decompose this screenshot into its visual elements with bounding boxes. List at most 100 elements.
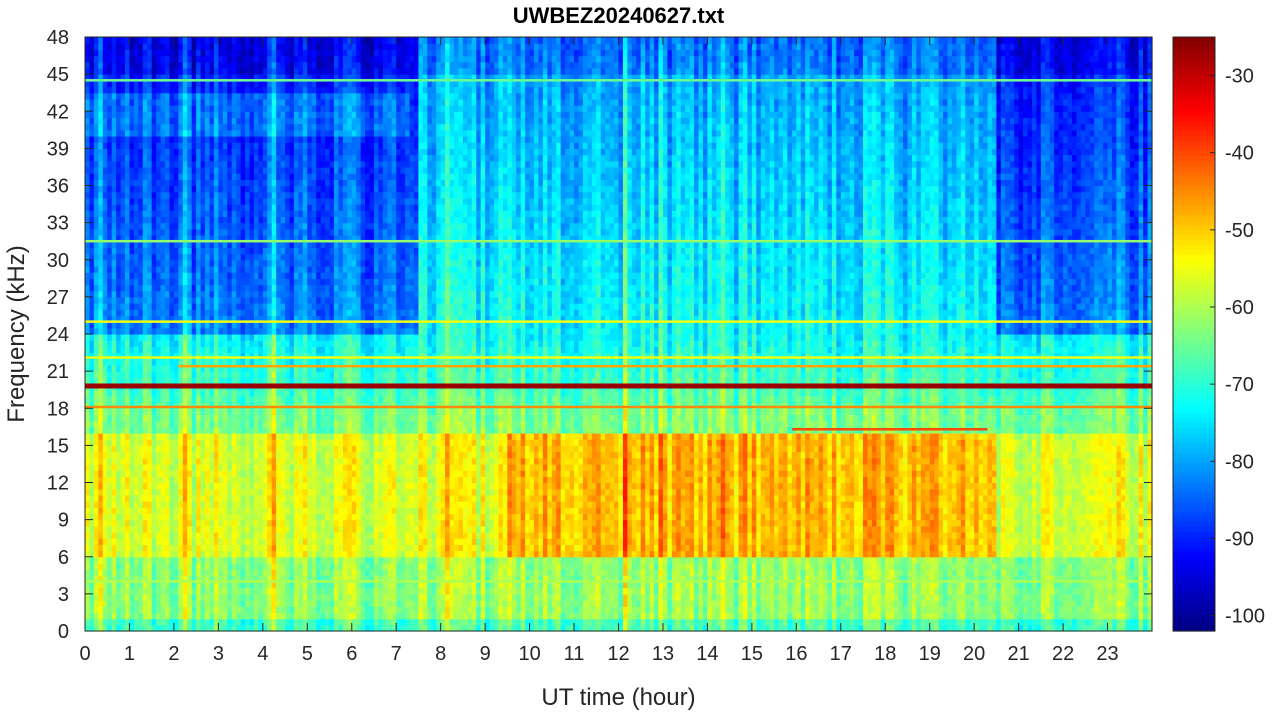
spectrogram-bin	[116, 427, 121, 434]
spectrogram-bin	[116, 148, 121, 155]
spectrogram-bin	[94, 68, 99, 75]
spectrogram-bin	[116, 346, 121, 353]
spectrogram-bin	[169, 229, 174, 236]
spectrogram-bin	[125, 396, 130, 403]
spectrogram-bin	[161, 216, 166, 223]
spectrogram-bin	[156, 476, 161, 483]
spectrogram-bin	[107, 433, 112, 440]
spectrogram-bin	[129, 458, 134, 465]
spectrogram-bin	[98, 557, 103, 564]
spectrogram-bin	[134, 520, 139, 527]
spectrogram-bin	[134, 179, 139, 186]
spectrogram-bin	[169, 167, 174, 174]
spectrogram-bin	[143, 427, 148, 434]
spectrogram-bin	[187, 167, 192, 174]
spectrogram-bin	[174, 247, 179, 254]
spectrogram-bin	[138, 489, 143, 496]
spectrogram-bin	[174, 600, 179, 607]
spectrogram-bin	[116, 594, 121, 601]
spectrogram-bin	[116, 557, 121, 564]
spectrogram-bin	[156, 600, 161, 607]
spectrogram-bin	[178, 396, 183, 403]
spectrogram-bin	[112, 111, 117, 118]
spectrogram-bin	[129, 569, 134, 576]
spectrogram-bin	[107, 495, 112, 502]
spectrogram-bin	[156, 216, 161, 223]
spectrogram-bin	[161, 427, 166, 434]
spectrogram-bin	[107, 421, 112, 428]
spectrogram-bin	[121, 130, 126, 137]
spectrogram-bin	[147, 483, 152, 490]
spectrogram-bin	[178, 155, 183, 162]
spectrogram-bin	[178, 179, 183, 186]
spectrogram-bin	[134, 507, 139, 514]
spectrogram-bin	[161, 396, 166, 403]
spectrogram-bin	[169, 210, 174, 217]
spectrogram-bin	[112, 223, 117, 230]
spectrogram-bin	[183, 186, 188, 193]
spectrogram-bin	[143, 198, 148, 205]
spectrogram-bin	[183, 612, 188, 619]
spectrogram-bin	[187, 192, 192, 199]
spectrogram-bin	[134, 291, 139, 298]
spectrogram-bin	[107, 563, 112, 570]
spectrogram-bin	[125, 359, 130, 366]
spectrogram-bin	[143, 489, 148, 496]
spectrogram-bin	[156, 495, 161, 502]
spectrogram-bin	[156, 278, 161, 285]
spectrogram-bin	[94, 340, 99, 347]
spectrogram-bin	[169, 476, 174, 483]
spectrogram-bin	[183, 210, 188, 217]
spectrogram-bin	[103, 439, 108, 446]
spectrogram-bin	[134, 501, 139, 508]
spectrogram-bin	[98, 155, 103, 162]
spectrogram-bin	[112, 49, 117, 56]
spectrogram-bin	[112, 551, 117, 558]
spectrogram-bin	[85, 124, 90, 131]
spectrogram-bin	[161, 612, 166, 619]
spectrogram-bin	[89, 600, 94, 607]
spectrogram-bin	[143, 303, 148, 310]
spectrogram-bin	[116, 247, 121, 254]
spectrogram-bin	[178, 173, 183, 180]
spectrogram-bin	[147, 551, 152, 558]
spectrogram-bin	[174, 544, 179, 551]
spectrogram-bin	[98, 396, 103, 403]
spectrogram-bin	[178, 619, 183, 626]
spectrogram-bin	[116, 210, 121, 217]
spectrogram-bin	[103, 93, 108, 100]
spectrogram-bin	[94, 501, 99, 508]
spectrogram-bin	[129, 291, 134, 298]
spectrogram-bin	[98, 68, 103, 75]
spectrogram-bin	[103, 563, 108, 570]
spectrogram-bin	[187, 136, 192, 143]
spectrogram-bin	[112, 136, 117, 143]
spectrogram-bin	[147, 297, 152, 304]
spectrogram-bin	[129, 588, 134, 595]
spectrogram-bin	[98, 148, 103, 155]
spectrogram-bin	[174, 421, 179, 428]
spectrogram-bin	[94, 414, 99, 421]
spectrogram-bin	[134, 167, 139, 174]
spectrogram-bin	[85, 43, 90, 50]
spectrogram-bin	[156, 526, 161, 533]
spectrogram-bin	[169, 365, 174, 372]
spectrogram-bin	[165, 328, 170, 335]
spectrogram-bin	[161, 43, 166, 50]
spectrogram-bin	[143, 458, 148, 465]
spectrogram-bin	[169, 266, 174, 273]
spectrogram-bin	[174, 476, 179, 483]
spectrogram-bin	[107, 619, 112, 626]
spectrogram-bin	[98, 600, 103, 607]
spectrogram-bin	[192, 600, 197, 607]
spectrogram-bin	[116, 186, 121, 193]
spectrogram-bin	[174, 105, 179, 112]
spectrogram-bin	[165, 520, 170, 527]
spectrogram-bin	[169, 359, 174, 366]
spectrogram-bin	[143, 588, 148, 595]
spectrogram-bin	[178, 495, 183, 502]
spectrogram-bin	[112, 569, 117, 576]
spectrogram-bin	[98, 445, 103, 452]
spectrogram-bin	[121, 99, 126, 106]
spectrogram-bin	[174, 588, 179, 595]
